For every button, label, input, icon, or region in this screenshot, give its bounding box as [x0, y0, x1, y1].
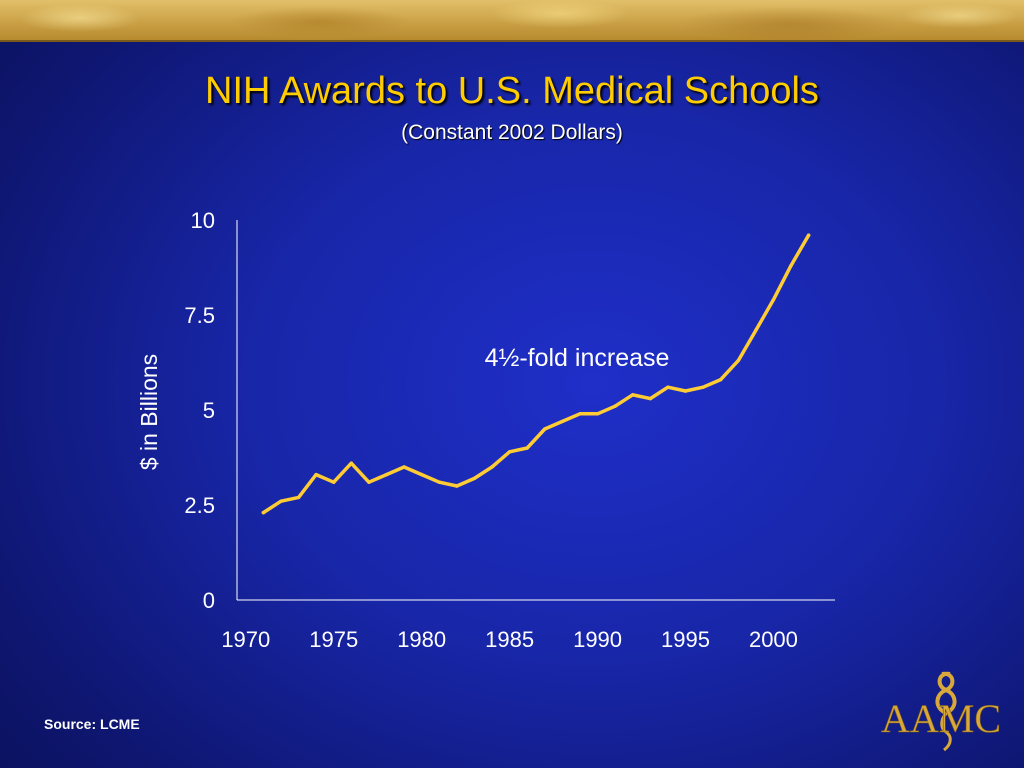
- data-point: [648, 396, 653, 401]
- data-point: [701, 385, 705, 389]
- data-point: [437, 480, 441, 484]
- data-point: [314, 472, 318, 477]
- data-point: [490, 465, 494, 469]
- data-point: [507, 450, 512, 454]
- y-tick-label: 0: [203, 588, 215, 613]
- data-point: [718, 377, 723, 382]
- x-tick-label: 1995: [661, 627, 710, 652]
- y-tick-label: 5: [203, 398, 215, 423]
- data-point: [578, 412, 582, 416]
- data-point: [543, 427, 547, 431]
- data-point: [332, 480, 336, 484]
- data-point: [613, 404, 617, 408]
- data-point: [560, 419, 565, 424]
- data-point: [683, 389, 688, 393]
- data-point: [736, 358, 740, 363]
- data-point: [771, 298, 776, 302]
- y-tick-label: 2.5: [184, 493, 215, 518]
- data-point: [525, 446, 529, 450]
- x-tick-label: 2000: [749, 627, 798, 652]
- x-tick-label: 1975: [309, 627, 358, 652]
- logo-text: AAMC: [881, 696, 1001, 741]
- decorative-top-band: [0, 0, 1024, 42]
- data-point: [666, 385, 670, 389]
- slide-subtitle: (Constant 2002 Dollars): [401, 121, 623, 144]
- data-point: [384, 472, 389, 477]
- data-point: [279, 499, 283, 503]
- data-point: [296, 495, 301, 500]
- data-point: [419, 472, 424, 477]
- x-tick-label: 1990: [573, 627, 622, 652]
- data-point: [402, 465, 406, 469]
- data-point: [472, 476, 477, 481]
- data-point: [367, 480, 371, 484]
- slide-title: NIH Awards to U.S. Medical Schools: [205, 70, 819, 112]
- aamc-logo: AAMC: [881, 671, 1001, 752]
- x-tick-label: 1980: [397, 627, 446, 652]
- data-point: [261, 510, 266, 515]
- data-point: [754, 328, 758, 332]
- data-point: [789, 263, 793, 268]
- series-line: [261, 233, 811, 515]
- y-axis-title: $ in Billions: [136, 354, 162, 470]
- x-tick-label: 1970: [221, 627, 270, 652]
- data-point: [455, 484, 459, 488]
- data-point: [631, 393, 635, 397]
- y-tick-label: 7.5: [184, 303, 215, 328]
- data-point: [349, 461, 354, 465]
- data-point: [595, 412, 600, 416]
- y-tick-label: 10: [191, 208, 215, 233]
- x-tick-label: 1985: [485, 627, 534, 652]
- annotation-label: 4½-fold increase: [485, 344, 670, 372]
- source-note: Source: LCME: [44, 716, 140, 732]
- data-point: [806, 233, 811, 237]
